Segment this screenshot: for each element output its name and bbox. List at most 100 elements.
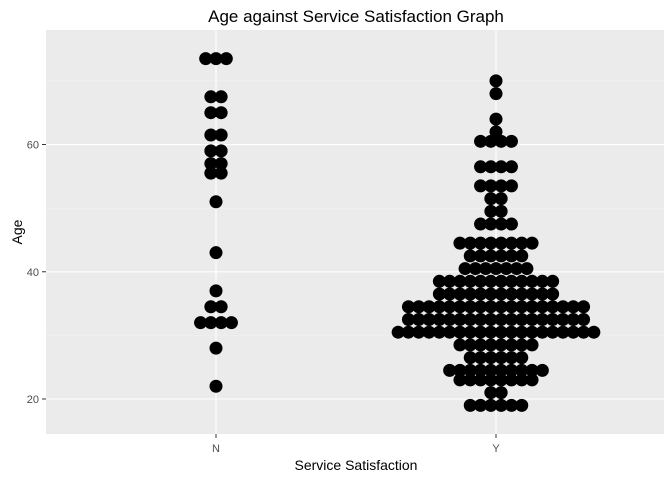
- data-point: [474, 287, 488, 301]
- data-point: [204, 128, 218, 142]
- data-point: [484, 160, 498, 174]
- data-point: [494, 236, 508, 250]
- data-point: [535, 274, 549, 288]
- data-point: [484, 338, 498, 352]
- data-point: [489, 74, 503, 88]
- data-point: [489, 87, 503, 101]
- data-point: [535, 325, 549, 339]
- data-point: [566, 325, 580, 339]
- data-point: [504, 325, 518, 339]
- data-point: [489, 112, 503, 126]
- data-points: [194, 52, 601, 412]
- data-point: [463, 274, 477, 288]
- data-point: [484, 398, 498, 412]
- data-point: [489, 262, 503, 276]
- data-point: [458, 262, 472, 276]
- data-point: [515, 300, 529, 314]
- data-point: [494, 398, 508, 412]
- data-point: [214, 316, 228, 330]
- data-point: [199, 52, 213, 66]
- data-point: [401, 312, 415, 326]
- data-point: [515, 363, 529, 377]
- data-point: [453, 287, 467, 301]
- data-point: [474, 312, 488, 326]
- data-point: [546, 312, 560, 326]
- data-point: [474, 134, 488, 148]
- data-point: [209, 246, 223, 260]
- data-point: [474, 363, 488, 377]
- data-point: [214, 144, 228, 158]
- data-point: [556, 325, 570, 339]
- data-point: [546, 274, 560, 288]
- data-point: [525, 274, 539, 288]
- plot-panel: [46, 30, 664, 434]
- data-point: [474, 179, 488, 193]
- data-point: [566, 300, 580, 314]
- data-point: [214, 157, 228, 171]
- data-point: [214, 300, 228, 314]
- data-point: [484, 204, 498, 218]
- data-point: [535, 312, 549, 326]
- data-point: [494, 338, 508, 352]
- data-point: [214, 106, 228, 120]
- data-point: [525, 373, 539, 387]
- data-point: [494, 217, 508, 231]
- data-point: [432, 274, 446, 288]
- data-point: [422, 312, 436, 326]
- x-axis-title: Service Satisfaction: [295, 457, 418, 473]
- y-tick-label: 60: [27, 140, 39, 152]
- data-point: [463, 325, 477, 339]
- data-point: [484, 386, 498, 400]
- data-point: [443, 312, 457, 326]
- data-point: [474, 160, 488, 174]
- data-point: [525, 300, 539, 314]
- data-point: [474, 300, 488, 314]
- data-point: [504, 338, 518, 352]
- data-point: [463, 287, 477, 301]
- y-axis-title: Age: [9, 219, 25, 244]
- data-point: [556, 312, 570, 326]
- data-point: [204, 166, 218, 180]
- data-point: [484, 179, 498, 193]
- data-point: [515, 249, 529, 263]
- data-point: [474, 373, 488, 387]
- data-point: [474, 274, 488, 288]
- data-point: [209, 52, 223, 66]
- data-point: [453, 274, 467, 288]
- data-point: [494, 373, 508, 387]
- x-tick-label: Y: [492, 443, 500, 455]
- data-point: [209, 379, 223, 393]
- data-point: [484, 373, 498, 387]
- data-point: [453, 373, 467, 387]
- data-point: [499, 262, 513, 276]
- data-point: [494, 249, 508, 263]
- data-point: [479, 262, 493, 276]
- data-point: [520, 262, 534, 276]
- data-point: [525, 312, 539, 326]
- data-point: [204, 300, 218, 314]
- data-point: [204, 106, 218, 120]
- data-point: [494, 204, 508, 218]
- data-point: [432, 300, 446, 314]
- data-point: [484, 287, 498, 301]
- data-point: [494, 300, 508, 314]
- data-point: [515, 325, 529, 339]
- data-point: [463, 236, 477, 250]
- data-point: [525, 338, 539, 352]
- data-point: [443, 363, 457, 377]
- data-point: [494, 386, 508, 400]
- data-point: [504, 179, 518, 193]
- data-point: [453, 363, 467, 377]
- data-point: [209, 195, 223, 209]
- data-point: [463, 312, 477, 326]
- data-point: [214, 128, 228, 142]
- data-point: [504, 287, 518, 301]
- data-point: [204, 316, 218, 330]
- data-point: [224, 316, 238, 330]
- data-point: [515, 236, 529, 250]
- data-point: [504, 351, 518, 365]
- data-point: [504, 312, 518, 326]
- data-point: [412, 300, 426, 314]
- data-point: [484, 217, 498, 231]
